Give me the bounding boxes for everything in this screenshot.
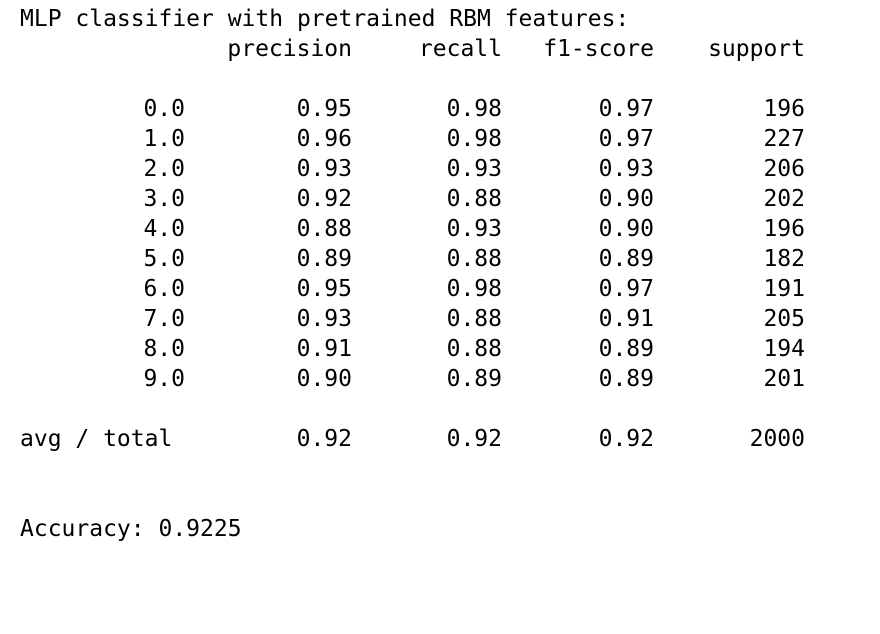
row-support: 191 [763,276,805,302]
total-row: avg / total 0.92 0.92 0.92 2000 [20,424,870,454]
table-row: 4.0 0.88 0.93 0.90 196 [20,214,870,244]
row-label: 0.0 [143,96,185,122]
row-f1-score: 0.90 [598,186,654,212]
row-label: 3.0 [143,186,185,212]
row-label: 5.0 [143,246,185,272]
row-label: 9.0 [143,366,185,392]
row-precision: 0.92 [296,186,352,212]
table-row: 6.0 0.95 0.98 0.97 191 [20,274,870,304]
table-row: 7.0 0.93 0.88 0.91 205 [20,304,870,334]
row-f1-score: 0.97 [598,126,654,152]
row-f1-score: 0.89 [598,366,654,392]
table-row: 2.0 0.93 0.93 0.93 206 [20,154,870,184]
row-precision: 0.96 [296,126,352,152]
total-label: avg / total [20,426,173,452]
row-support: 202 [763,186,805,212]
row-f1-score: 0.97 [598,96,654,122]
row-precision: 0.88 [296,216,352,242]
console-output: MLP classifier with pretrained RBM featu… [20,4,870,560]
row-f1-score: 0.93 [598,156,654,182]
row-f1-score: 0.89 [598,246,654,272]
header-precision: precision [227,36,352,62]
row-label: 8.0 [143,336,185,362]
row-recall: 0.98 [446,276,502,302]
row-recall: 0.89 [446,366,502,392]
row-precision: 0.90 [296,366,352,392]
row-recall: 0.98 [446,96,502,122]
row-precision: 0.95 [296,96,352,122]
accuracy-line: Accuracy: 0.9225 [20,516,242,542]
row-recall: 0.93 [446,216,502,242]
row-precision: 0.95 [296,276,352,302]
row-support: 194 [763,336,805,362]
row-support: 227 [763,126,805,152]
total-f1-score: 0.92 [598,426,654,452]
row-recall: 0.88 [446,246,502,272]
header-recall: recall [418,36,502,62]
table-row: 8.0 0.91 0.88 0.89 194 [20,334,870,364]
table-row: 1.0 0.96 0.98 0.97 227 [20,124,870,154]
row-support: 205 [763,306,805,332]
header-support: support [708,36,805,62]
row-precision: 0.93 [296,306,352,332]
row-f1-score: 0.89 [598,336,654,362]
row-recall: 0.98 [446,126,502,152]
row-recall: 0.93 [446,156,502,182]
row-recall: 0.88 [446,306,502,332]
row-precision: 0.93 [296,156,352,182]
row-label: 2.0 [143,156,185,182]
row-support: 206 [763,156,805,182]
row-f1-score: 0.97 [598,276,654,302]
row-label: 4.0 [143,216,185,242]
row-support: 196 [763,96,805,122]
row-label: 6.0 [143,276,185,302]
row-support: 196 [763,216,805,242]
row-f1-score: 0.90 [598,216,654,242]
row-precision: 0.91 [296,336,352,362]
row-recall: 0.88 [446,186,502,212]
total-support: 2000 [749,426,805,452]
header-f1-score: f1-score [543,36,654,62]
table-row: 9.0 0.90 0.89 0.89 201 [20,364,870,394]
total-precision: 0.92 [296,426,352,452]
table-row: 3.0 0.92 0.88 0.90 202 [20,184,870,214]
table-row: 0.0 0.95 0.98 0.97 196 [20,94,870,124]
row-label: 1.0 [143,126,185,152]
row-support: 201 [763,366,805,392]
table-row: 5.0 0.89 0.88 0.89 182 [20,244,870,274]
header-row: precision recall f1-score support [20,34,870,64]
row-precision: 0.89 [296,246,352,272]
row-f1-score: 0.91 [598,306,654,332]
row-recall: 0.88 [446,336,502,362]
total-recall: 0.92 [446,426,502,452]
row-label: 7.0 [143,306,185,332]
report-title: MLP classifier with pretrained RBM featu… [20,6,630,32]
row-support: 182 [763,246,805,272]
